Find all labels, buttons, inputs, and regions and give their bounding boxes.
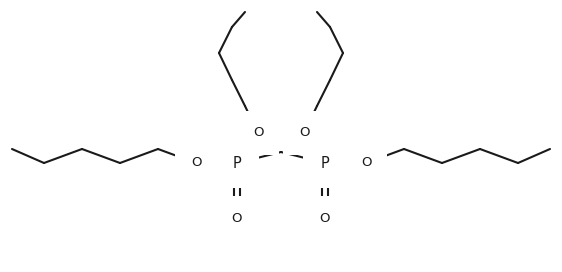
Text: O: O xyxy=(191,156,201,169)
Text: O: O xyxy=(361,156,371,169)
Text: O: O xyxy=(320,212,330,224)
Text: O: O xyxy=(299,126,309,140)
Text: O: O xyxy=(232,212,242,224)
Text: P: P xyxy=(233,156,241,171)
Text: P: P xyxy=(321,156,329,171)
Text: O: O xyxy=(253,126,263,140)
